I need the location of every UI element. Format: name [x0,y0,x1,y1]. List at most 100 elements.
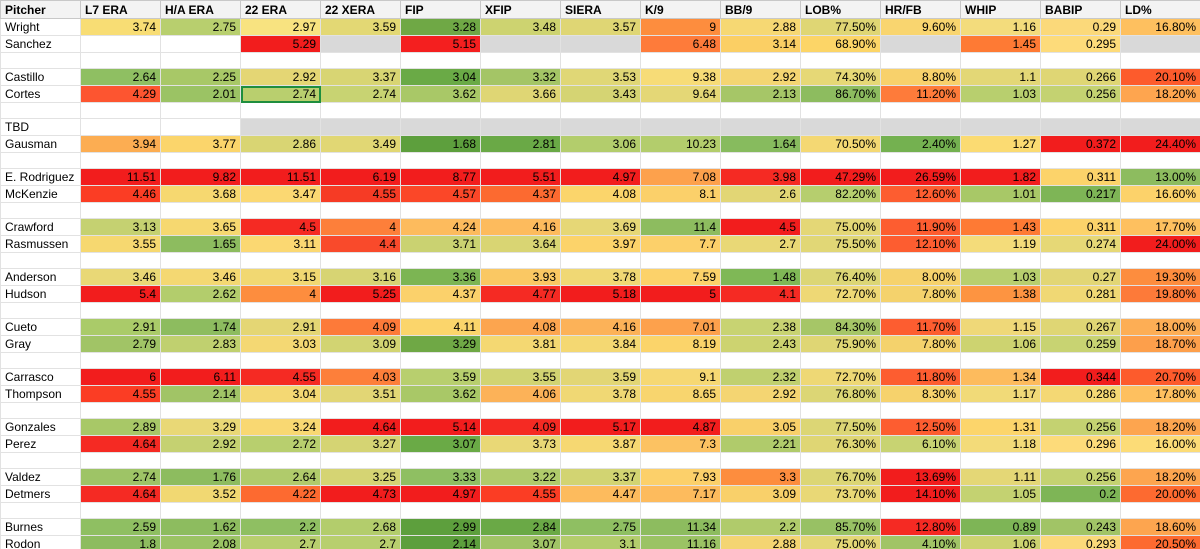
stat-cell[interactable]: 76.30% [800,435,881,453]
empty-cell[interactable] [480,452,561,469]
stat-cell[interactable]: 0.344 [1040,368,1121,386]
stat-cell[interactable]: 4.16 [560,318,641,336]
header-ld-pct[interactable]: LD% [1120,0,1200,19]
pitcher-name-cell[interactable]: Thompson [0,385,81,403]
stat-cell[interactable]: 2.21 [720,435,801,453]
stat-cell[interactable] [320,35,401,53]
stat-cell[interactable]: 1.11 [960,468,1041,486]
stat-cell[interactable]: 4.22 [240,485,321,503]
stat-cell[interactable]: 9.38 [640,68,721,86]
stat-cell[interactable]: 2.88 [720,18,801,36]
empty-cell[interactable] [1040,302,1121,319]
stat-cell[interactable]: 2.83 [160,335,241,353]
empty-cell[interactable] [800,152,881,169]
empty-cell[interactable] [480,52,561,69]
stat-cell[interactable] [320,118,401,136]
empty-cell[interactable] [640,502,721,519]
stat-cell[interactable]: 4.55 [240,368,321,386]
stat-cell[interactable]: 6 [80,368,161,386]
empty-cell[interactable] [0,152,81,169]
empty-cell[interactable] [400,52,481,69]
stat-cell[interactable]: 3.97 [560,235,641,253]
stat-cell[interactable]: 82.20% [800,185,881,203]
stat-cell[interactable]: 4.97 [400,485,481,503]
empty-cell[interactable] [400,452,481,469]
stat-cell[interactable]: 3.59 [560,368,641,386]
empty-cell[interactable] [480,352,561,369]
empty-cell[interactable] [80,152,161,169]
stat-cell[interactable] [560,35,641,53]
stat-cell[interactable]: 11.90% [880,218,961,236]
empty-cell[interactable] [960,152,1041,169]
stat-cell[interactable] [1040,118,1121,136]
stat-cell[interactable]: 3.53 [560,68,641,86]
empty-cell[interactable] [1040,252,1121,269]
stat-cell[interactable]: 4.64 [320,418,401,436]
empty-cell[interactable] [240,252,321,269]
stat-cell[interactable]: 4.08 [480,318,561,336]
pitcher-name-cell[interactable]: Rodon [0,535,81,549]
stat-cell[interactable]: 4.97 [560,168,641,186]
stat-cell[interactable]: 2.2 [240,518,321,536]
stat-cell[interactable]: 18.20% [1120,468,1200,486]
stat-cell[interactable]: 1.65 [160,235,241,253]
empty-cell[interactable] [400,102,481,119]
stat-cell[interactable] [960,118,1041,136]
empty-cell[interactable] [880,352,961,369]
stat-cell[interactable]: 3.3 [720,468,801,486]
stat-cell[interactable]: 75.50% [800,235,881,253]
stat-cell[interactable]: 11.20% [880,85,961,103]
empty-cell[interactable] [1040,452,1121,469]
stat-cell[interactable]: 1.1 [960,68,1041,86]
empty-cell[interactable] [1040,152,1121,169]
empty-cell[interactable] [400,302,481,319]
stat-cell[interactable]: 0.311 [1040,218,1121,236]
empty-cell[interactable] [160,202,241,219]
empty-cell[interactable] [1120,452,1200,469]
stat-cell[interactable]: 3.14 [720,35,801,53]
empty-cell[interactable] [1120,352,1200,369]
empty-cell[interactable] [960,302,1041,319]
empty-cell[interactable] [320,302,401,319]
stat-cell[interactable]: 5.15 [400,35,481,53]
stat-cell[interactable]: 11.4 [640,218,721,236]
stat-cell[interactable]: 0.286 [1040,385,1121,403]
stat-cell[interactable]: 2.7 [240,535,321,549]
stat-cell[interactable]: 72.70% [800,285,881,303]
stat-cell[interactable]: 1.17 [960,385,1041,403]
stat-cell[interactable]: 3.62 [400,85,481,103]
empty-cell[interactable] [160,452,241,469]
stat-cell[interactable]: 3.81 [480,335,561,353]
stat-cell[interactable]: 0.281 [1040,285,1121,303]
empty-cell[interactable] [640,402,721,419]
empty-cell[interactable] [560,502,641,519]
empty-cell[interactable] [320,52,401,69]
empty-cell[interactable] [960,352,1041,369]
pitcher-name-cell[interactable]: Crawford [0,218,81,236]
empty-cell[interactable] [960,252,1041,269]
stat-cell[interactable]: 4.87 [640,418,721,436]
stat-cell[interactable] [560,118,641,136]
pitcher-name-cell[interactable]: TBD [0,118,81,136]
stat-cell[interactable]: 3.93 [480,268,561,286]
empty-cell[interactable] [640,252,721,269]
stat-cell[interactable]: 0.256 [1040,468,1121,486]
stat-cell[interactable]: 4.03 [320,368,401,386]
empty-cell[interactable] [160,302,241,319]
stat-cell[interactable]: 1.19 [960,235,1041,253]
empty-cell[interactable] [800,202,881,219]
empty-cell[interactable] [80,52,161,69]
stat-cell[interactable]: 1.06 [960,335,1041,353]
empty-cell[interactable] [80,202,161,219]
stat-cell[interactable]: 2.08 [160,535,241,549]
empty-cell[interactable] [160,402,241,419]
stat-cell[interactable]: 7.7 [640,235,721,253]
empty-cell[interactable] [80,402,161,419]
empty-cell[interactable] [160,52,241,69]
stat-cell[interactable] [1120,35,1200,53]
stat-cell[interactable]: 4.73 [320,485,401,503]
stat-cell[interactable]: 12.80% [880,518,961,536]
stat-cell[interactable]: 4.77 [480,285,561,303]
stat-cell[interactable]: 4 [320,218,401,236]
stat-cell[interactable]: 18.20% [1120,418,1200,436]
